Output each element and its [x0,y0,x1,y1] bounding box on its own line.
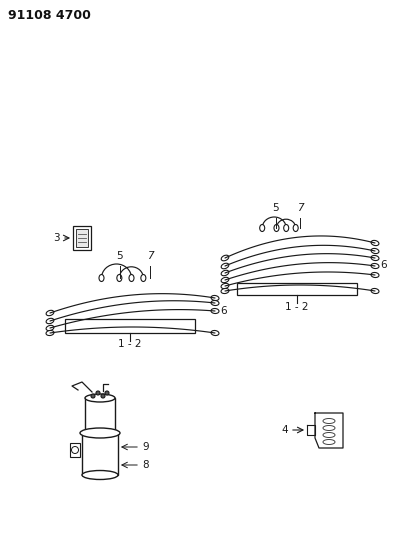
Bar [73,226,91,250]
Ellipse shape [80,428,120,438]
Ellipse shape [221,263,229,269]
Ellipse shape [46,318,54,324]
Text: 1 - 2: 1 - 2 [285,302,309,312]
Ellipse shape [371,248,379,254]
Text: 1 - 2: 1 - 2 [118,339,142,349]
Bar [70,443,80,457]
Ellipse shape [117,274,122,281]
Ellipse shape [129,274,134,281]
Ellipse shape [260,224,265,231]
Ellipse shape [371,240,379,246]
Ellipse shape [99,274,104,281]
Circle shape [72,447,78,454]
Ellipse shape [221,288,229,294]
Ellipse shape [82,471,118,480]
Text: 8: 8 [142,460,148,470]
Ellipse shape [46,325,54,330]
Ellipse shape [85,429,115,437]
Ellipse shape [221,284,229,289]
Circle shape [91,394,95,398]
Ellipse shape [221,277,229,282]
Text: 91108 4700: 91108 4700 [8,9,91,22]
Bar [237,283,357,295]
Ellipse shape [141,274,146,281]
Text: 5: 5 [117,251,123,261]
Circle shape [101,394,105,398]
Ellipse shape [371,263,379,269]
Ellipse shape [211,295,219,301]
Text: 9: 9 [142,442,148,452]
Ellipse shape [293,224,298,231]
Bar [76,229,88,247]
Ellipse shape [46,310,54,316]
Bar [65,319,195,333]
Ellipse shape [274,224,279,231]
Ellipse shape [85,394,115,402]
Ellipse shape [371,272,379,278]
Text: 5: 5 [273,203,279,213]
Bar [85,398,115,433]
Ellipse shape [46,330,54,336]
Text: 7: 7 [147,251,153,261]
Ellipse shape [211,301,219,305]
Circle shape [96,391,100,395]
Ellipse shape [221,270,229,276]
Text: 7: 7 [297,203,303,213]
Ellipse shape [371,288,379,294]
Text: 6: 6 [220,306,227,316]
Text: 3: 3 [53,233,60,243]
Circle shape [105,391,109,395]
Text: 4: 4 [282,425,288,435]
Text: 6: 6 [380,260,386,270]
Ellipse shape [371,255,379,261]
Ellipse shape [211,309,219,313]
Ellipse shape [221,255,229,261]
Ellipse shape [211,330,219,336]
Bar [82,433,118,475]
Ellipse shape [284,224,289,231]
